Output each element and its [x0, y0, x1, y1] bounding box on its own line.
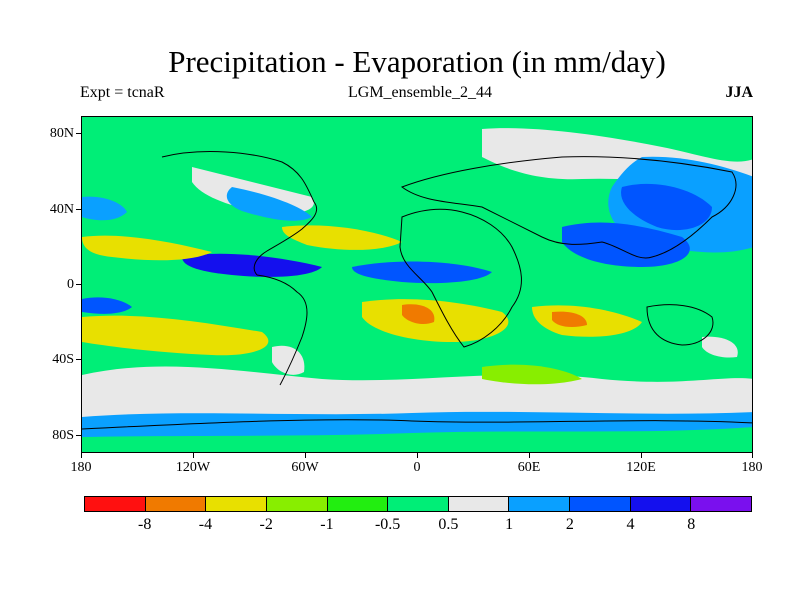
lon-tick-60w — [305, 453, 306, 458]
indian-monsoon-core — [562, 222, 690, 267]
colorbar-segment — [570, 497, 631, 511]
lat-label-80n: 80N — [49, 126, 74, 141]
antarctica-coast — [82, 419, 752, 430]
south-america-coast — [256, 274, 308, 386]
southern-ocean-green — [482, 364, 582, 385]
colorbar-segment — [206, 497, 267, 511]
lon-label-60e: 60E — [517, 460, 541, 475]
lon-label-180w: 180 — [70, 460, 92, 475]
north-pacific-wet — [226, 187, 312, 221]
lat-tick-40n — [76, 209, 81, 210]
colorbar-label: 1 — [505, 516, 514, 533]
lon-tick-60e — [529, 453, 530, 458]
precip-evap-map — [82, 117, 752, 452]
colorbar-segment — [145, 497, 207, 511]
south-atlantic-dry — [362, 299, 509, 342]
south-atlantic-max-dry — [402, 304, 435, 325]
lon-label-60w: 60W — [291, 460, 319, 475]
south-pacific-dry — [82, 315, 269, 356]
colorbar-segment — [85, 497, 146, 511]
colorbar-label: -1 — [320, 516, 334, 533]
africa-coast — [399, 208, 522, 348]
lat-label-0: 0 — [67, 277, 74, 292]
colorbar-label: -4 — [198, 516, 213, 533]
colorbar-label: 0.5 — [438, 516, 459, 533]
lat-label-40n: 40N — [49, 202, 74, 217]
lon-label-180e: 180 — [741, 460, 763, 475]
lon-tick-120e — [641, 453, 642, 458]
lon-label-120e: 120E — [626, 460, 656, 475]
season-label: JJA — [725, 84, 753, 101]
plot-title: Precipitation - Evaporation (in mm/day) — [168, 44, 666, 79]
colorbar-segment — [388, 497, 449, 511]
lon-tick-180w — [81, 453, 82, 458]
lon-tick-0 — [417, 453, 418, 458]
colorbar-segment — [327, 497, 389, 511]
tasman-grey — [702, 336, 738, 358]
colorbar-segment — [691, 497, 752, 511]
colorbar-label: 4 — [626, 516, 635, 533]
dateline-wet-patch — [82, 196, 127, 221]
experiment-label: Expt = tcnaR — [80, 84, 165, 101]
lon-tick-180e — [752, 453, 753, 458]
colorbar-label: -0.5 — [374, 516, 401, 533]
lon-label-120w: 120W — [175, 460, 211, 475]
coastlines — [82, 151, 752, 430]
itcz-atlantic — [352, 261, 492, 284]
north-pacific-dry — [82, 235, 212, 261]
west-pacific-wet — [82, 297, 132, 314]
map-panel — [81, 116, 753, 453]
colorbar-label: -2 — [259, 516, 273, 533]
colorbar — [84, 496, 752, 512]
colorbar-segment — [266, 497, 328, 511]
eurasia-coast — [400, 156, 737, 259]
colorbar-segment — [509, 497, 571, 511]
colorbar-label: 8 — [687, 516, 696, 533]
colorbar-segment — [448, 497, 510, 511]
east-asia-core — [621, 183, 712, 231]
lat-label-80s: 80S — [52, 428, 74, 443]
lat-tick-0 — [76, 284, 81, 285]
itcz-pacific — [182, 253, 322, 277]
colorbar-label: -8 — [138, 516, 152, 533]
north-america-coast — [161, 151, 318, 276]
lon-label-0: 0 — [413, 460, 421, 475]
lon-tick-120w — [193, 453, 194, 458]
colorbar-segment — [630, 497, 692, 511]
southern-dry-band — [82, 366, 752, 429]
indian-ocean-max-dry — [552, 311, 587, 328]
colorbar-label: 2 — [565, 516, 574, 533]
andes-grey — [272, 345, 305, 375]
lat-tick-40s — [76, 359, 81, 360]
run-label: LGM_ensemble_2_44 — [348, 84, 492, 101]
lat-label-40s: 40S — [52, 352, 74, 367]
lat-tick-80n — [76, 133, 81, 134]
lat-tick-80s — [76, 435, 81, 436]
australia-coast — [646, 304, 714, 346]
southern-wet-band — [82, 411, 752, 437]
north-atlantic-dry — [282, 225, 402, 250]
